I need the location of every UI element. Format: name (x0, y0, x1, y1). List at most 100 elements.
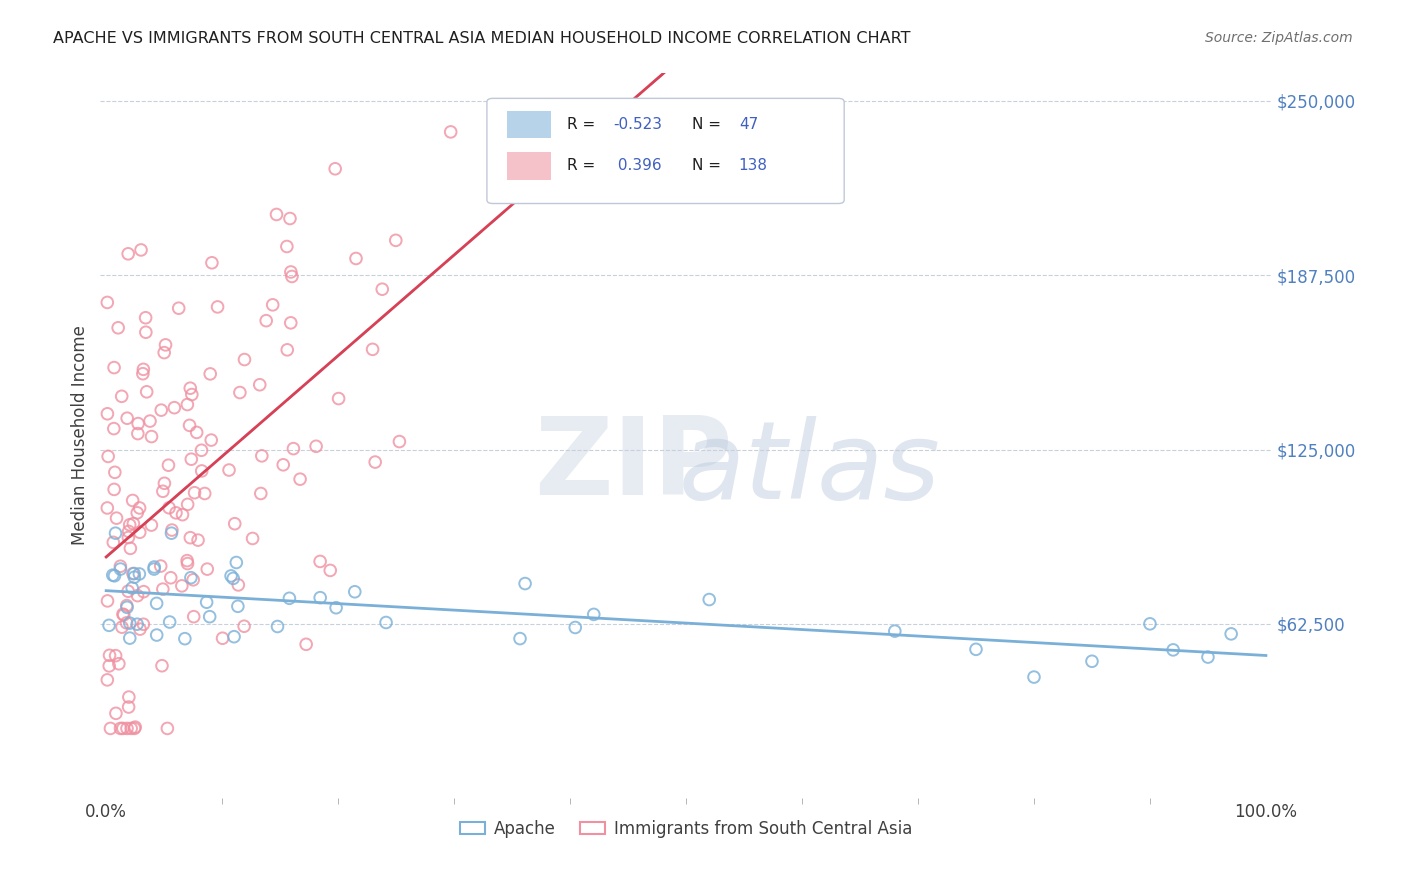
Point (145, 596, 167, 610)
Point (361, 343, 384, 357)
Point (104, 706, 127, 721)
Point (180, 571, 202, 585)
Point (132, 367, 155, 381)
Point (104, 648, 127, 663)
Text: N =: N = (692, 158, 725, 173)
Point (115, 615, 138, 630)
Point (124, 570, 146, 584)
Y-axis label: Median Household Income: Median Household Income (72, 326, 89, 546)
Point (262, 298, 284, 312)
Point (157, 458, 180, 473)
Point (149, 559, 172, 574)
Point (1161, 643, 1184, 657)
Point (200, 367, 222, 381)
Point (111, 722, 134, 736)
Point (281, 269, 304, 284)
Bar (506, 111, 551, 138)
Point (96, 594, 118, 608)
Point (179, 531, 201, 545)
Point (110, 559, 132, 574)
Point (173, 632, 195, 646)
Point (152, 484, 174, 499)
Point (143, 560, 166, 574)
Point (195, 562, 218, 576)
Text: atlas: atlas (678, 416, 941, 521)
Point (100, 722, 122, 736)
Point (266, 207, 288, 221)
Point (697, 592, 720, 607)
Point (103, 535, 125, 549)
Point (118, 631, 141, 645)
Point (222, 630, 245, 644)
Point (283, 442, 305, 456)
Point (135, 325, 157, 339)
Point (276, 343, 298, 357)
Point (115, 722, 138, 736)
Point (250, 449, 273, 463)
Point (222, 571, 245, 585)
Point (96, 295, 118, 310)
Point (150, 658, 173, 673)
Point (122, 566, 145, 581)
Point (128, 525, 150, 540)
Point (207, 300, 229, 314)
Point (127, 506, 149, 520)
Point (211, 632, 233, 646)
Point (141, 518, 163, 533)
Text: N =: N = (692, 117, 725, 132)
Point (159, 571, 181, 585)
Point (344, 252, 367, 266)
Point (388, 434, 411, 449)
Point (145, 628, 167, 642)
Point (129, 622, 152, 636)
Point (180, 387, 202, 401)
Point (101, 568, 124, 582)
Point (195, 595, 218, 609)
Point (278, 211, 301, 226)
Point (153, 476, 176, 491)
Point (122, 566, 145, 581)
Point (179, 418, 201, 433)
Point (1220, 627, 1243, 641)
Point (118, 524, 141, 539)
Point (152, 582, 174, 596)
Point (110, 562, 132, 576)
Point (157, 500, 180, 515)
Point (104, 526, 127, 541)
Point (112, 607, 135, 622)
Point (141, 429, 163, 443)
Point (103, 422, 125, 436)
Point (295, 637, 318, 651)
Point (323, 161, 346, 176)
Point (218, 463, 240, 477)
Point (343, 584, 366, 599)
Point (127, 589, 149, 603)
Point (105, 511, 128, 525)
Point (375, 615, 398, 630)
Point (198, 609, 221, 624)
Point (219, 569, 242, 583)
Point (229, 385, 252, 400)
Point (225, 556, 247, 570)
Point (201, 256, 224, 270)
Point (224, 516, 246, 531)
Text: R =: R = (567, 117, 600, 132)
Point (129, 243, 152, 257)
Text: R =: R = (567, 158, 600, 173)
Point (1022, 670, 1045, 684)
Legend: Apache, Immigrants from South Central Asia: Apache, Immigrants from South Central As… (453, 813, 918, 844)
Point (111, 389, 134, 403)
Point (115, 599, 138, 613)
Point (103, 483, 125, 497)
Point (509, 632, 531, 646)
Point (183, 609, 205, 624)
Point (179, 381, 201, 395)
Point (103, 569, 125, 583)
Point (115, 600, 138, 615)
Point (160, 523, 183, 537)
Point (115, 411, 138, 425)
FancyBboxPatch shape (486, 98, 844, 203)
Point (513, 576, 536, 591)
Point (187, 533, 209, 548)
Point (385, 233, 408, 247)
